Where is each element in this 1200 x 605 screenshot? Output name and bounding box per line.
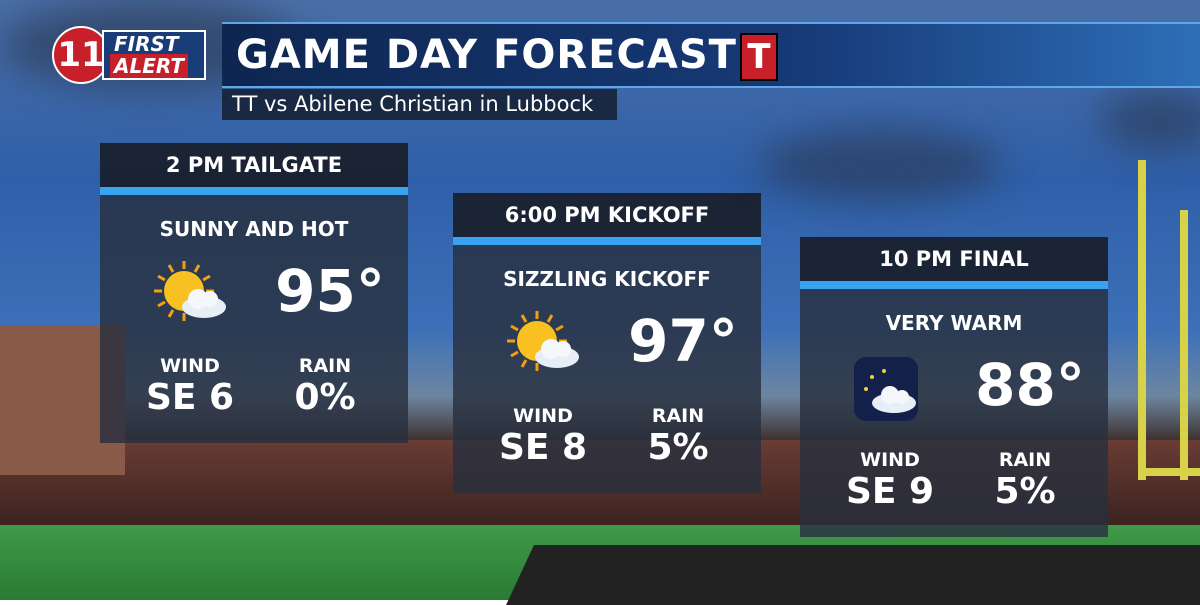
panel-body: SUNNY AND HOT 95° WIND SE 6 RAIN 0% (100, 195, 408, 443)
condition: SUNNY AND HOT (159, 217, 349, 241)
rain-value: 0% (294, 377, 356, 418)
panel-time: 10 PM FINAL (800, 237, 1108, 281)
panel-body: SIZZLING KICKOFF 97° WIND SE 8 RAIN 5% (453, 245, 761, 493)
temperature: 88° (975, 351, 1085, 419)
panel-time: 6:00 PM KICKOFF (453, 193, 761, 237)
team-logo: T (740, 33, 778, 81)
wind-label: WIND (513, 405, 573, 427)
panel-rule (453, 237, 761, 245)
panel-body: VERY WARM 88° WIND SE 9 RAIN 5% (800, 289, 1108, 537)
forecast-panel: 2 PM TAILGATE SUNNY AND HOT 95° WIND SE … (100, 143, 408, 443)
weather-icon (154, 261, 226, 321)
wind-value: SE 6 (145, 377, 235, 418)
wind-label: WIND (160, 355, 220, 377)
title-bar: GAME DAY FORECAST T (222, 22, 1200, 88)
temperature: 95° (275, 257, 385, 325)
condition: VERY WARM (885, 311, 1023, 335)
rain-label: RAIN (998, 449, 1052, 471)
logo-number: 11 (52, 26, 110, 84)
forecast-panel: 6:00 PM KICKOFF SIZZLING KICKOFF 97° WIN… (453, 193, 761, 493)
panel-rule (800, 281, 1108, 289)
rain-label: RAIN (298, 355, 352, 377)
station-logo: 11 FIRST ALERT (52, 26, 207, 84)
wind-value: SE 8 (498, 427, 588, 468)
wind-value: SE 9 (845, 471, 935, 512)
rain-value: 5% (647, 427, 709, 468)
forecast-panel: 10 PM FINAL VERY WARM 88° WIND SE 9 RAIN… (800, 237, 1108, 537)
title: GAME DAY FORECAST (236, 32, 737, 78)
condition: SIZZLING KICKOFF (503, 267, 711, 291)
rain-label: RAIN (651, 405, 705, 427)
logo-top: FIRST (114, 32, 179, 56)
weather-icon (854, 357, 918, 421)
rain-value: 5% (994, 471, 1056, 512)
temperature: 97° (628, 307, 738, 375)
wind-label: WIND (860, 449, 920, 471)
panel-time: 2 PM TAILGATE (100, 143, 408, 187)
panel-rule (100, 187, 408, 195)
logo-bottom: ALERT (110, 54, 189, 78)
weather-icon (507, 311, 579, 371)
subtitle: TT vs Abilene Christian in Lubbock (222, 89, 617, 120)
